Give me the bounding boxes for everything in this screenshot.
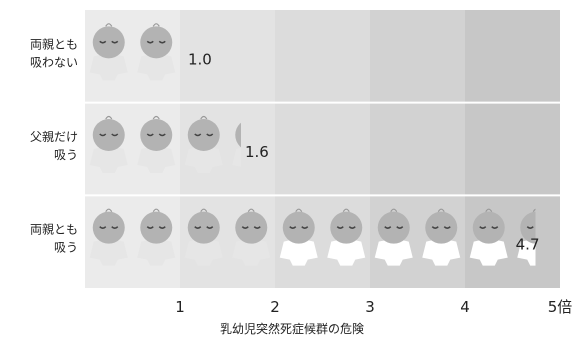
baby-icon [279, 208, 318, 266]
value-label: 1.0 [188, 50, 212, 68]
baby-icon [89, 23, 128, 81]
baby-icon [184, 115, 223, 173]
baby-icon [89, 208, 128, 266]
value-labels: 1.0 1.6 4.7 [188, 50, 540, 253]
baby-icon [137, 115, 176, 173]
baby-icon [184, 208, 223, 266]
category-label: 両親とも吸わない [30, 37, 78, 69]
category-label: 父親だけ吸う [30, 130, 78, 162]
x-tick-labels: 1 2 3 4 5倍 [175, 298, 572, 316]
x-axis-label: 乳幼児突然死症候群の危険 [220, 321, 364, 336]
baby-icon [422, 208, 461, 266]
baby-icon [327, 208, 366, 266]
value-label: 4.7 [516, 236, 540, 254]
baby-icon [232, 122, 241, 167]
x-tick-label: 1 [175, 298, 185, 316]
x-tick-label: 2 [270, 298, 280, 316]
baby-icons [89, 23, 536, 266]
x-tick-label: 4 [460, 298, 470, 316]
gridlines [85, 101, 560, 197]
baby-icon [517, 208, 536, 266]
x-tick-label: 5倍 [548, 298, 573, 316]
baby-icon [232, 208, 271, 266]
baby-icon [137, 208, 176, 266]
x-tick-label: 3 [365, 298, 375, 316]
category-label: 両親とも吸う [30, 223, 78, 255]
baby-icon [137, 23, 176, 81]
baby-icon [89, 115, 128, 173]
value-label: 1.6 [245, 143, 269, 161]
baby-icon [469, 208, 508, 266]
baby-icon [374, 208, 413, 266]
